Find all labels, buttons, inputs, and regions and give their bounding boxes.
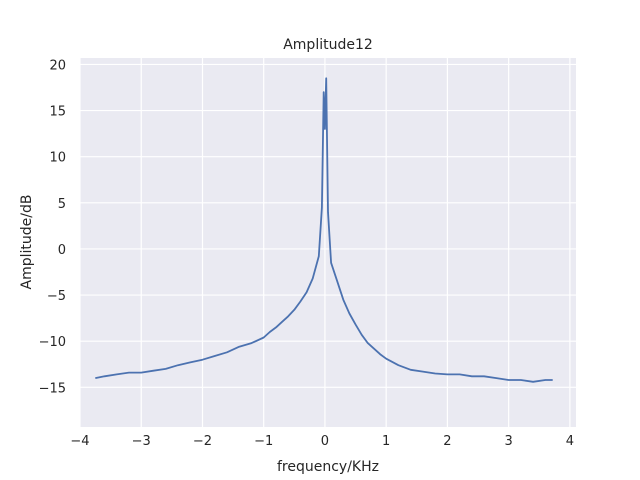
x-tick-label: −2 — [193, 434, 212, 449]
x-axis-label: frequency/KHz — [277, 459, 379, 475]
x-tick-label: −1 — [254, 434, 273, 449]
x-tick-label: 4 — [566, 434, 574, 449]
y-tick-label: 20 — [49, 58, 66, 73]
series-line — [95, 77, 553, 383]
series-line-group — [95, 77, 553, 383]
y-tick-label: −15 — [39, 381, 66, 396]
y-tick-label: −10 — [39, 335, 66, 350]
x-tick-label: 0 — [321, 434, 329, 449]
x-tick-label: −3 — [132, 434, 151, 449]
y-tick-label: 0 — [58, 243, 66, 258]
x-tick-label: 2 — [443, 434, 451, 449]
y-tick-label: 5 — [58, 197, 66, 212]
y-tick-label: 15 — [49, 105, 66, 120]
y-tick-label: −5 — [47, 289, 66, 304]
y-tick-label: 10 — [49, 151, 66, 166]
x-tick-label: 1 — [382, 434, 390, 449]
y-axis-label: Amplitude/dB — [19, 195, 35, 290]
x-tick-label: 3 — [505, 434, 513, 449]
x-tick-label: −4 — [70, 434, 89, 449]
x-tick-labels: −4 −3 −2 −1 0 1 2 3 4 — [70, 434, 574, 449]
chart-title: Amplitude12 — [283, 37, 373, 53]
plot-background — [80, 58, 576, 427]
y-tick-labels: −15 −10 −5 0 5 10 15 20 — [39, 58, 66, 396]
